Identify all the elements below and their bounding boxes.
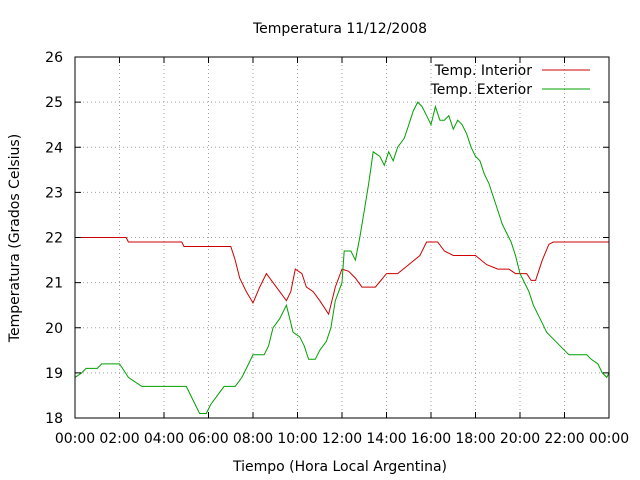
grid-lines xyxy=(75,57,609,418)
x-tick-label: 12:00 xyxy=(322,431,362,447)
x-tick-label: 14:00 xyxy=(366,431,406,447)
series-line-interior xyxy=(75,237,609,316)
x-axis-label: Tiempo (Hora Local Argentina) xyxy=(232,459,447,475)
x-tick-label: 20:00 xyxy=(500,431,540,447)
y-tick-label: 18 xyxy=(45,411,63,427)
series-line-exterior xyxy=(74,101,610,414)
y-tick-label: 20 xyxy=(45,321,63,337)
axis-layer: 00:00 02:00 04:00 06:00 08:00 10:00 12:00 14:00… xyxy=(45,50,629,447)
x-tick-label: 18:00 xyxy=(455,431,495,447)
x-tick-label: 00:00 xyxy=(589,431,629,447)
legend-label-exterior: Temp. Exterior xyxy=(430,82,533,98)
x-tick-label: 16:00 xyxy=(411,431,451,447)
chart-title: Temperatura 11/12/2008 xyxy=(252,21,427,37)
y-axis-label: Temperatura (Grados Celsius) xyxy=(7,134,23,343)
x-tick-label: 04:00 xyxy=(144,431,184,447)
x-tick-label: 00:00 xyxy=(55,431,95,447)
y-tick-label: 21 xyxy=(45,276,63,292)
x-tick-label: 08:00 xyxy=(233,431,273,447)
y-tick-label: 22 xyxy=(45,231,63,247)
y-tick-label: 25 xyxy=(45,95,63,111)
y-tick-label: 24 xyxy=(45,140,63,156)
x-tick-label: 10:00 xyxy=(277,431,317,447)
x-tick-label: 22:00 xyxy=(544,431,584,447)
y-tick-label: 19 xyxy=(45,366,63,382)
y-tick-label: 26 xyxy=(45,50,63,66)
x-tick-label: 06:00 xyxy=(188,431,228,447)
series-layer xyxy=(74,101,610,414)
legend: Temp. Interior Temp. Exterior xyxy=(430,63,590,98)
legend-label-interior: Temp. Interior xyxy=(434,63,533,79)
x-tick-label: 02:00 xyxy=(99,431,139,447)
y-tick-label: 23 xyxy=(45,185,63,201)
